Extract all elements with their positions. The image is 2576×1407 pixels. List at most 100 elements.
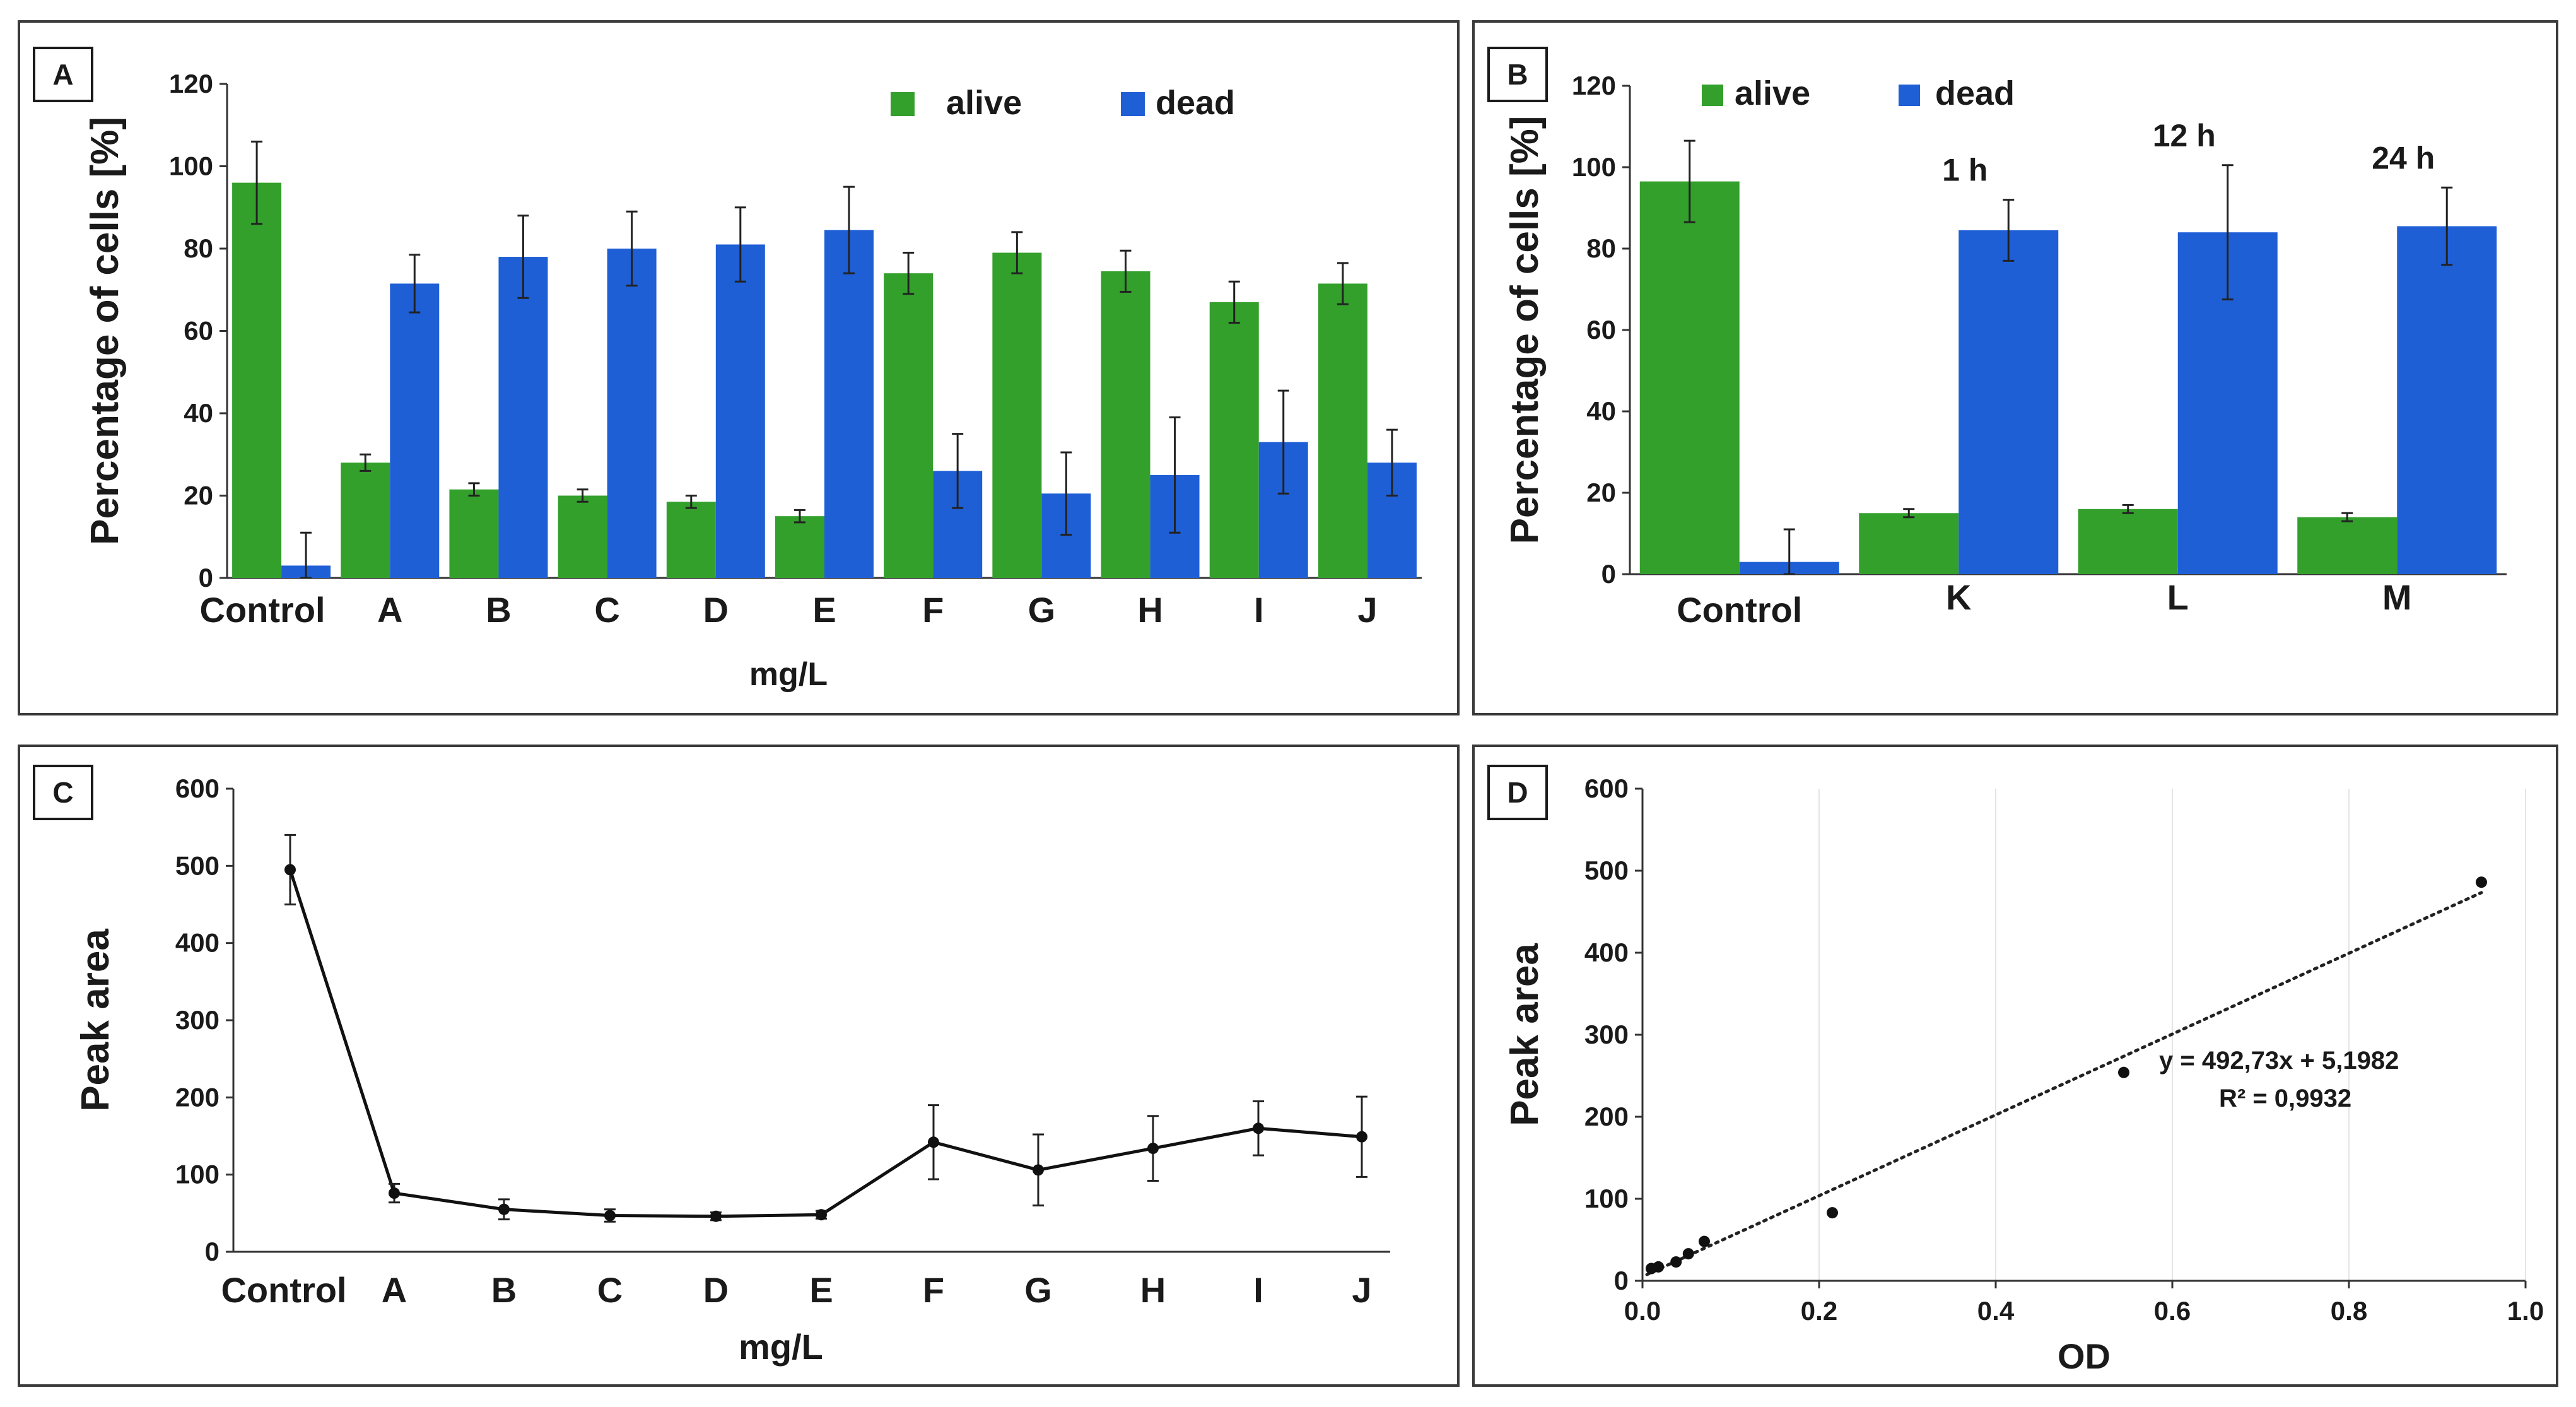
x-category-label: I [1253,1270,1263,1310]
x-category-label: F [922,590,944,630]
x-tick-label: 1.0 [2507,1296,2544,1326]
bar-alive [666,502,716,578]
data-point [1827,1207,1838,1219]
panel-label: C [52,776,73,809]
legend-label-alive: alive [1735,74,1810,112]
chart-d: D 0 100 200 300 400 500 600 0.0 0.2 0.4 0.6 0.8 1.0 y… [1487,765,2544,1376]
y-axis-label: Peak area [74,929,117,1112]
x-category-label: J [1352,1270,1371,1310]
legend-swatch-dead [1899,85,1920,106]
x-tick-label: 0.0 [1624,1296,1661,1326]
x-category-label: H [1137,590,1162,630]
bar-alive [1209,302,1259,578]
data-point [1033,1164,1044,1176]
bar-alive [2297,517,2397,574]
y-tick-label: 300 [175,1005,220,1035]
x-tick-label: 0.8 [2331,1296,2367,1326]
data-point [604,1210,616,1222]
data-point [816,1209,827,1221]
trendline [1645,891,2483,1276]
x-category-label: Control [200,590,325,630]
panel-label: B [1507,58,1528,91]
data-point [1682,1248,1694,1260]
data-point [498,1203,510,1215]
bar-dead [715,244,765,579]
data-point [1253,1122,1264,1134]
y-tick-label: 80 [1586,233,1616,263]
data-point [2476,876,2487,888]
data-point [1356,1131,1367,1143]
bar-alive [449,489,499,578]
y-tick-label: 500 [175,851,220,880]
x-axis-label: OD [2058,1336,2111,1376]
bar-alive [232,182,282,579]
panel-label-box [1487,47,1548,102]
data-point [710,1210,722,1222]
legend-swatch-dead [1121,92,1145,116]
bar-dead [824,230,874,578]
panel-c: C 0 100 200 300 400 500 600 Control A B C D E F G H I J Pe… [18,745,1460,1387]
trendline-r2: R² = 0,9932 [2219,1085,2351,1112]
x-category-label: E [809,1270,833,1310]
panel-label-box [33,765,93,820]
x-category-label: C [597,1270,623,1310]
y-tick-label: 60 [1586,315,1616,344]
y-axis-label: Percentage of cells [%] [1503,116,1547,545]
time-annotation: 12 h [2153,118,2216,153]
x-category-label: E [812,590,836,630]
x-category-label: H [1140,1270,1166,1310]
x-category-label: D [703,1270,729,1310]
legend-swatch-alive [1702,85,1723,106]
x-category-label: B [491,1270,517,1310]
y-tick-label: 40 [184,398,213,428]
y-tick-label: 120 [1572,71,1616,100]
time-annotation: 1 h [1942,153,1988,188]
x-category-label: B [486,590,511,630]
x-tick-label: 0.4 [1977,1296,2015,1326]
y-tick-label: 300 [1584,1020,1629,1049]
chart-c: C 0 100 200 300 400 500 600 Control A B C D E F G H I J Pe… [33,765,1390,1367]
series-line [288,869,1362,1218]
y-tick-label: 80 [184,233,213,263]
bar-alive [341,462,390,578]
bar-alive [1639,181,1740,574]
panel-label-box [1487,765,1548,820]
x-axis-label: mg/L [739,1327,823,1367]
y-tick-label: 100 [169,151,213,181]
y-tick-label: 20 [1586,478,1616,507]
bar-alive [558,495,607,578]
data-point [284,864,296,876]
y-tick-label: 400 [1584,938,1629,967]
x-category-label: K [1946,577,1971,617]
chart-b: B 0 20 40 60 80 100 120 Control K L M 1 h 12 h 24 h Pe… [1487,47,2507,630]
x-category-label: M [2382,577,2412,617]
panel-b: B 0 20 40 60 80 100 120 Control K L M 1 h 12 h 24 h Pe… [1472,20,2558,715]
y-axis-label: Peak area [1503,943,1547,1126]
data-point [2118,1066,2129,1078]
panel-a: A 0 20 40 60 80 100 120 Control A B C D E F G H I J Percen… [18,20,1460,715]
y-axis-label: Percentage of cells [%] [83,117,127,545]
time-annotation: 24 h [2372,140,2435,175]
y-tick-label: 0 [199,563,213,592]
x-category-label: G [1024,1270,1052,1310]
y-tick-label: 100 [1584,1184,1629,1213]
x-axis-label: mg/L [749,656,828,693]
y-tick-label: 60 [184,316,213,346]
data-point [1653,1261,1665,1273]
data-point [1147,1143,1159,1155]
x-category-label: G [1028,590,1056,630]
y-tick-label: 120 [169,69,213,98]
bar-alive [2078,509,2178,574]
x-category-label: J [1357,590,1377,630]
y-tick-label: 200 [1584,1102,1629,1131]
legend-label-alive: alive [946,84,1022,122]
bar-dead [390,283,440,578]
x-category-label: F [923,1270,944,1310]
y-tick-label: 40 [1586,396,1616,426]
bar-alive [1318,283,1367,578]
bar-alive [775,516,824,578]
y-tick-label: 0 [1614,1266,1629,1295]
bar-dead [498,257,548,578]
y-tick-label: 400 [175,928,220,958]
data-point [928,1136,939,1148]
